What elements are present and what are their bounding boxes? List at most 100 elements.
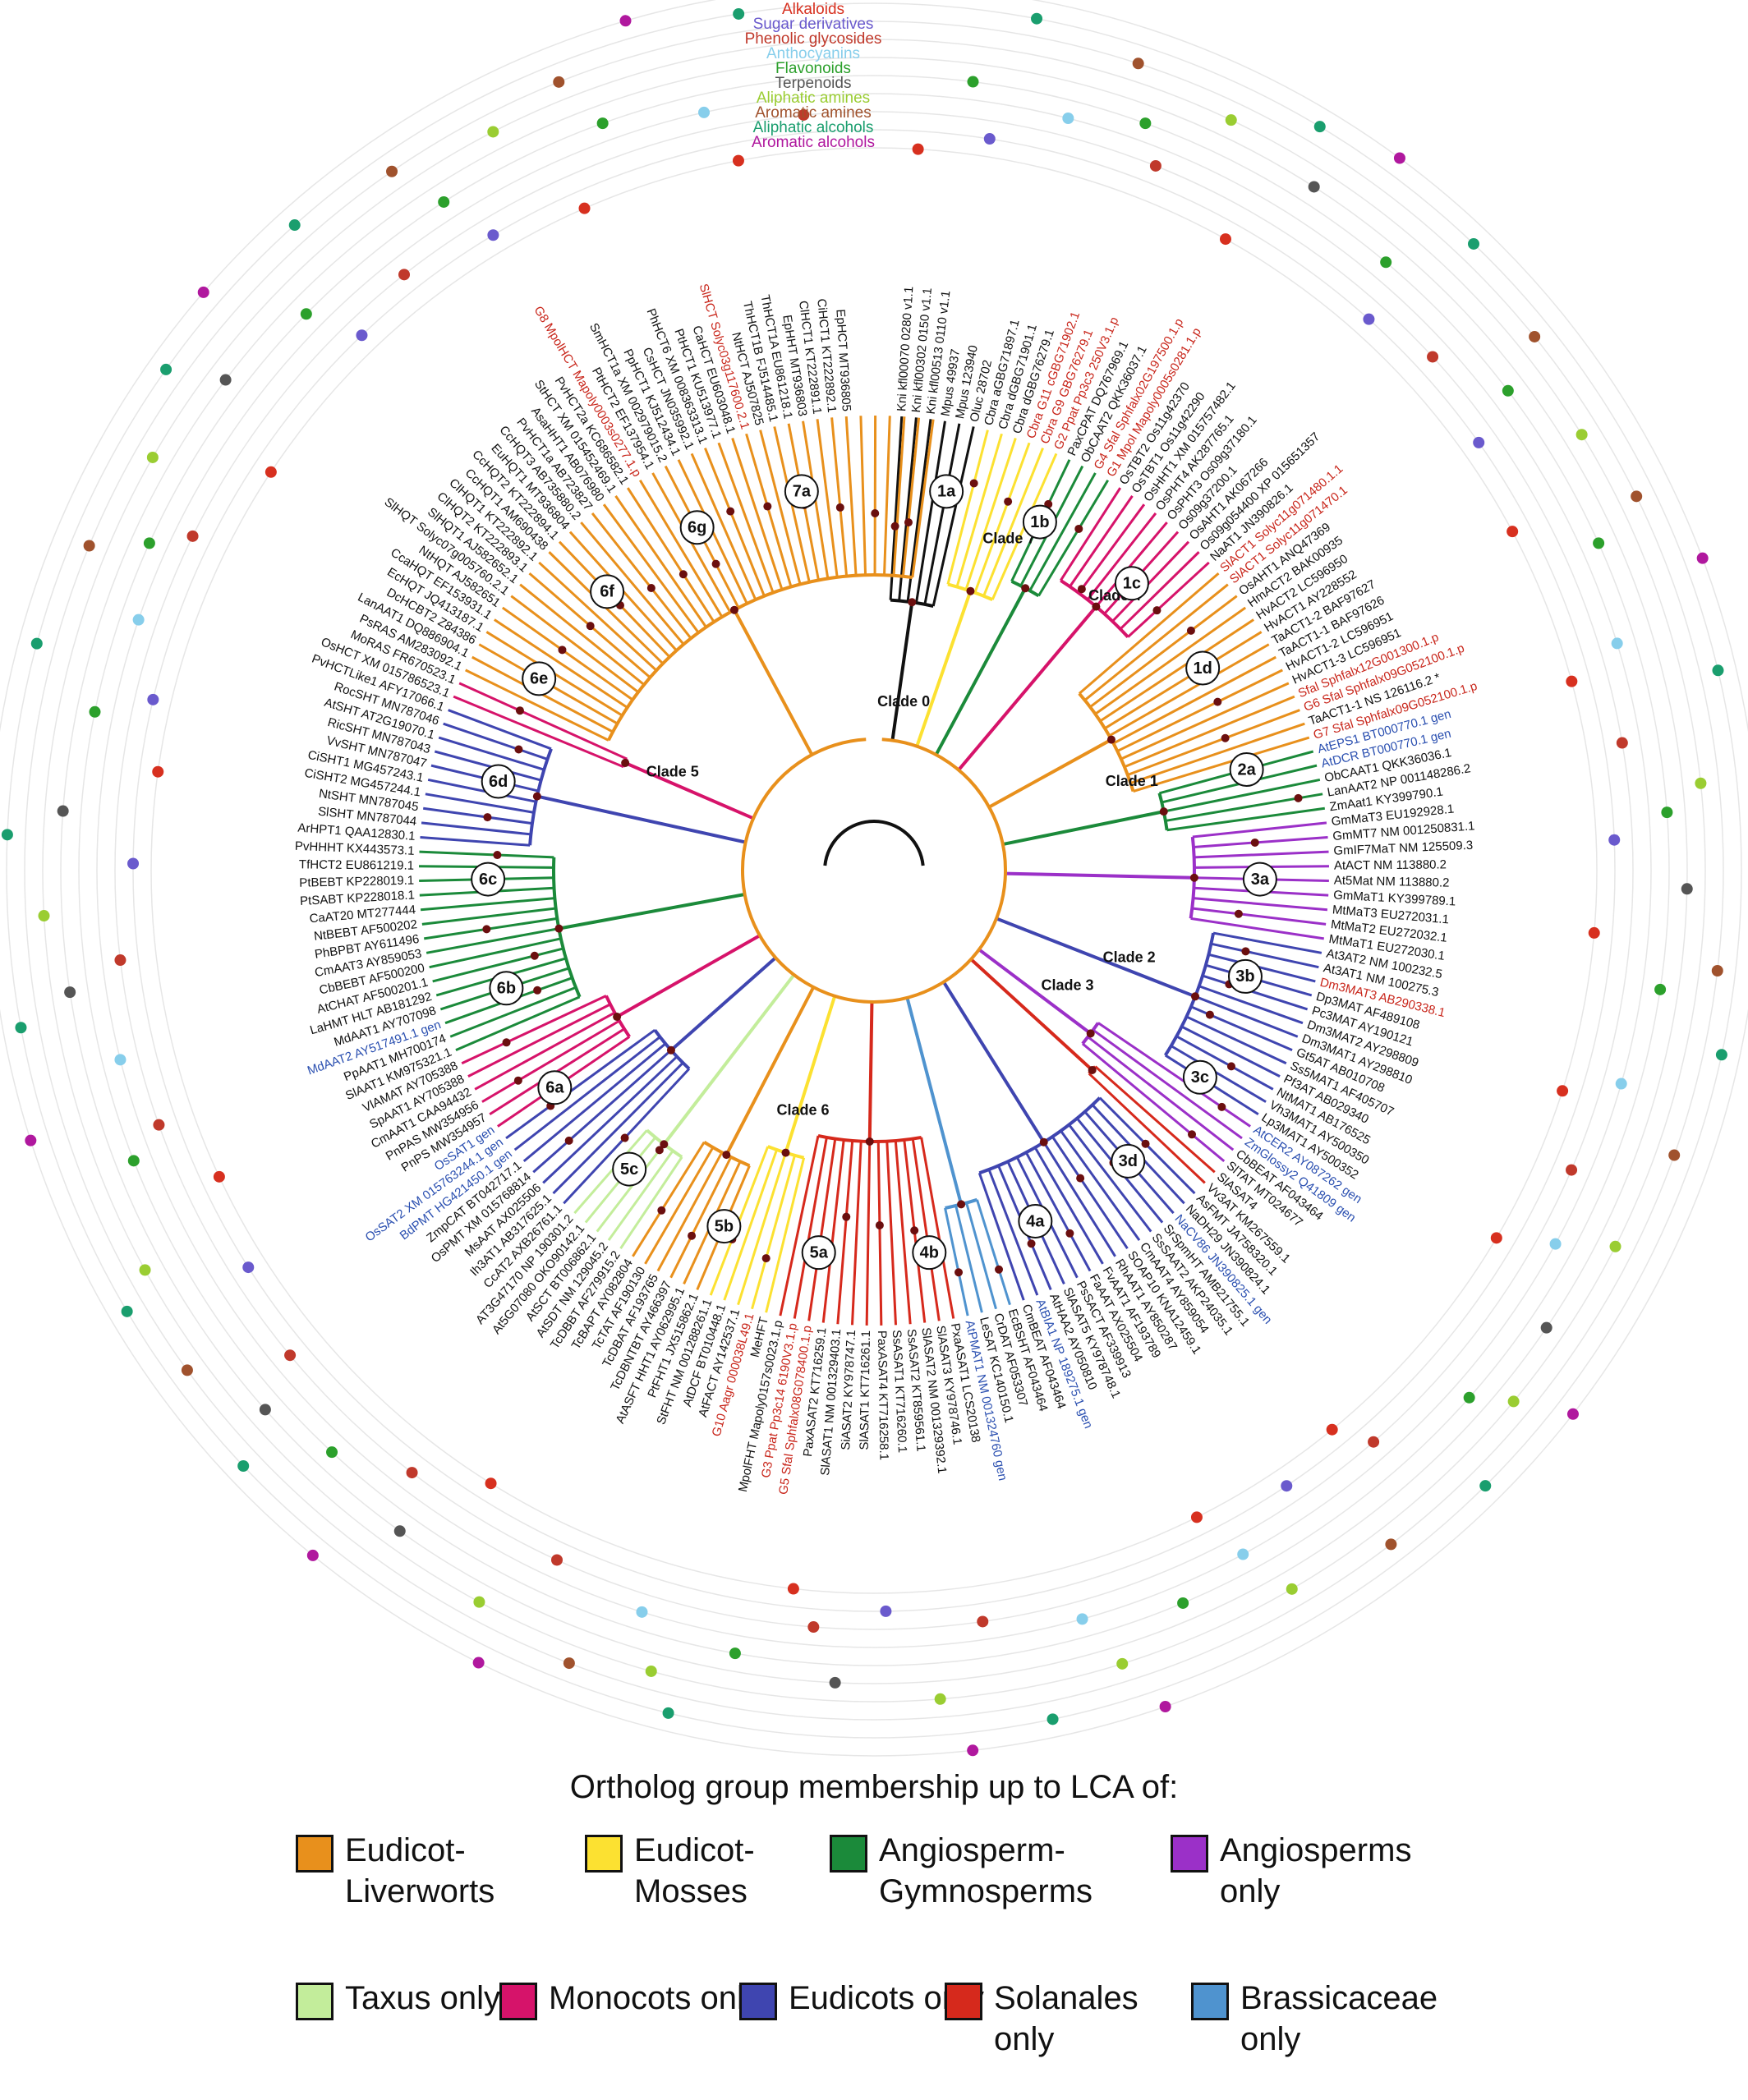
support-dot bbox=[1234, 909, 1243, 918]
branch bbox=[1051, 1136, 1129, 1249]
subclade-badge bbox=[612, 1151, 647, 1187]
substrate-dot bbox=[127, 1155, 140, 1167]
substrate-dot bbox=[1313, 121, 1326, 133]
subclade-badge bbox=[1022, 504, 1057, 540]
support-dot bbox=[502, 1038, 511, 1047]
substrate-dot bbox=[1326, 1423, 1338, 1436]
branch bbox=[996, 917, 1196, 999]
substrate-dot bbox=[829, 1676, 841, 1689]
legend-swatch bbox=[739, 1983, 777, 2020]
branch bbox=[426, 927, 559, 954]
branch bbox=[737, 1152, 787, 1306]
support-dot bbox=[1188, 1130, 1197, 1139]
legend-label: Eudicot-Liverworts bbox=[345, 1832, 495, 1909]
substrate-dot bbox=[733, 7, 745, 20]
support-dot bbox=[1241, 947, 1250, 956]
branch bbox=[420, 897, 555, 912]
branch bbox=[421, 907, 556, 926]
branch bbox=[1068, 1124, 1152, 1233]
substrate-dot bbox=[1132, 57, 1144, 70]
substrate-dot bbox=[983, 133, 996, 145]
branch bbox=[458, 682, 628, 761]
branch bbox=[455, 995, 581, 1051]
support-dot bbox=[966, 586, 975, 595]
branch bbox=[987, 1169, 1039, 1296]
subclade-badge bbox=[537, 1070, 573, 1105]
subclade-label: 3a bbox=[1251, 871, 1270, 889]
category-label: Flavonoids bbox=[775, 60, 851, 77]
subclade-label: 3b bbox=[1235, 967, 1254, 986]
substrate-dot bbox=[89, 705, 101, 718]
branch bbox=[501, 606, 634, 701]
substrate-dot bbox=[1380, 256, 1392, 269]
annotation-rings bbox=[0, 0, 1748, 1757]
branch bbox=[474, 1011, 616, 1091]
support-dot bbox=[865, 1137, 874, 1146]
substrate-dot bbox=[1177, 1597, 1189, 1609]
substrate-dot bbox=[487, 229, 499, 241]
branch bbox=[481, 1019, 620, 1103]
branch bbox=[1086, 512, 1157, 601]
support-dot bbox=[890, 522, 899, 531]
tip-label: AtACT NM 113880.2 bbox=[1334, 857, 1447, 872]
branch bbox=[422, 806, 533, 825]
branch bbox=[1094, 1065, 1216, 1174]
substrate-dot bbox=[912, 143, 924, 155]
substrate-dot bbox=[487, 126, 499, 138]
substrate-dot bbox=[1696, 552, 1709, 564]
branch bbox=[632, 1141, 706, 1257]
support-dot bbox=[1004, 497, 1013, 506]
branch bbox=[656, 1151, 724, 1272]
substrate-dot bbox=[1615, 1078, 1627, 1090]
substrate-dot bbox=[1566, 675, 1578, 687]
branch bbox=[1192, 907, 1327, 926]
branch bbox=[1059, 487, 1122, 581]
category-label: Phenolic glycosides bbox=[745, 30, 882, 48]
legend-item: Solanales only bbox=[945, 1978, 1208, 2060]
support-dot bbox=[564, 1136, 573, 1145]
branch bbox=[1193, 897, 1328, 912]
branch bbox=[1099, 618, 1254, 723]
tip-label: SlASAT1 KT716261.1 bbox=[858, 1330, 873, 1450]
branch bbox=[759, 430, 802, 585]
substrate-dot bbox=[1588, 926, 1600, 939]
branch bbox=[982, 448, 1044, 597]
branch bbox=[443, 722, 548, 761]
branch bbox=[626, 487, 715, 623]
support-dot bbox=[954, 1268, 964, 1277]
branch bbox=[1005, 871, 1194, 880]
support-dot bbox=[1092, 602, 1101, 611]
tip-label: PtBEBT KP228019.1 bbox=[299, 874, 414, 890]
subclade-label: 6f bbox=[600, 583, 614, 601]
substrate-dot bbox=[473, 1596, 485, 1608]
subclade-label: 7a bbox=[793, 483, 812, 501]
support-dot bbox=[711, 559, 720, 568]
branch bbox=[1037, 480, 1110, 597]
subclade-badge bbox=[471, 862, 506, 897]
substrate-dot bbox=[636, 1606, 648, 1618]
legend-item: Taxus only bbox=[296, 1978, 559, 2020]
substrate-dot bbox=[1046, 1713, 1059, 1725]
branch bbox=[522, 1042, 667, 1163]
substrate-dot bbox=[563, 1657, 575, 1670]
branch bbox=[607, 1150, 674, 1241]
legend-item: Angiosperms only bbox=[1171, 1830, 1433, 1912]
substrate-dot bbox=[153, 1119, 165, 1131]
substrate-dot bbox=[1479, 1480, 1492, 1492]
support-dot bbox=[969, 479, 978, 488]
substrate-dot bbox=[1427, 351, 1439, 363]
legend-swatch bbox=[499, 1983, 537, 2020]
branch bbox=[1124, 695, 1295, 769]
substrate-dots bbox=[1, 7, 1727, 1757]
support-dot bbox=[1294, 793, 1303, 802]
branch bbox=[448, 709, 552, 751]
support-dot bbox=[1186, 626, 1195, 635]
substrate-dot bbox=[1616, 737, 1628, 749]
subclade-label: 5c bbox=[620, 1160, 638, 1179]
branch bbox=[816, 419, 839, 577]
branch bbox=[690, 453, 757, 600]
branch bbox=[890, 601, 914, 741]
subclade-badge bbox=[801, 1235, 836, 1271]
substrate-dot bbox=[1507, 1395, 1520, 1408]
branch bbox=[1002, 810, 1165, 847]
